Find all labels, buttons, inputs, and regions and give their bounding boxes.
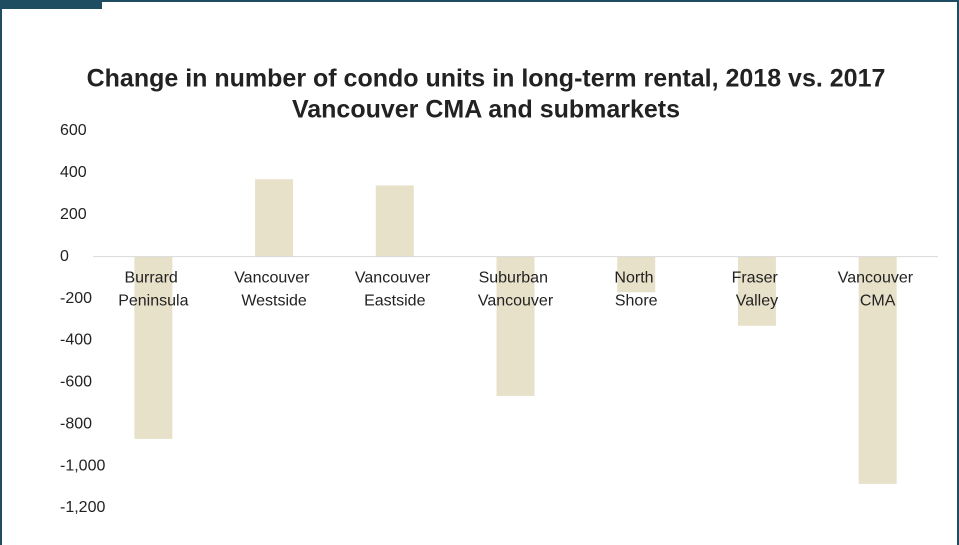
- bar: [617, 256, 656, 293]
- bar: [496, 256, 535, 396]
- chart-subtitle: Vancouver CMA and submarkets: [292, 96, 680, 124]
- y-tick-label: -1,000: [60, 457, 105, 474]
- frame-tab: [0, 0, 102, 9]
- y-tick-label: -600: [60, 374, 92, 391]
- y-tick-label: -1,200: [60, 499, 105, 516]
- x-tick-label: Fraser Valley: [732, 270, 783, 310]
- bar: [375, 185, 414, 257]
- y-tick-label: -400: [60, 332, 92, 349]
- y-tick-label: -200: [60, 290, 92, 307]
- bar: [255, 179, 294, 257]
- chart-title: Change in number of condo units in long-…: [87, 65, 886, 93]
- bar: [737, 256, 776, 326]
- y-tick-label: 400: [60, 164, 87, 181]
- y-tick-label: 600: [60, 122, 87, 139]
- x-tick-label: Vancouver Westside: [234, 270, 314, 310]
- y-tick-label: 0: [60, 248, 69, 265]
- y-tick-label: -800: [60, 415, 92, 432]
- bar: [858, 256, 897, 484]
- x-tick-label: Vancouver Eastside: [355, 270, 435, 310]
- x-tick-label: Vancouver CMA: [838, 270, 918, 310]
- y-tick-label: 200: [60, 206, 87, 223]
- x-tick-label: Suburban Vancouver: [478, 270, 554, 310]
- bar: [134, 256, 173, 439]
- x-tick-label: North Shore: [614, 270, 658, 310]
- x-tick-label: Burrard Peninsula: [118, 270, 188, 310]
